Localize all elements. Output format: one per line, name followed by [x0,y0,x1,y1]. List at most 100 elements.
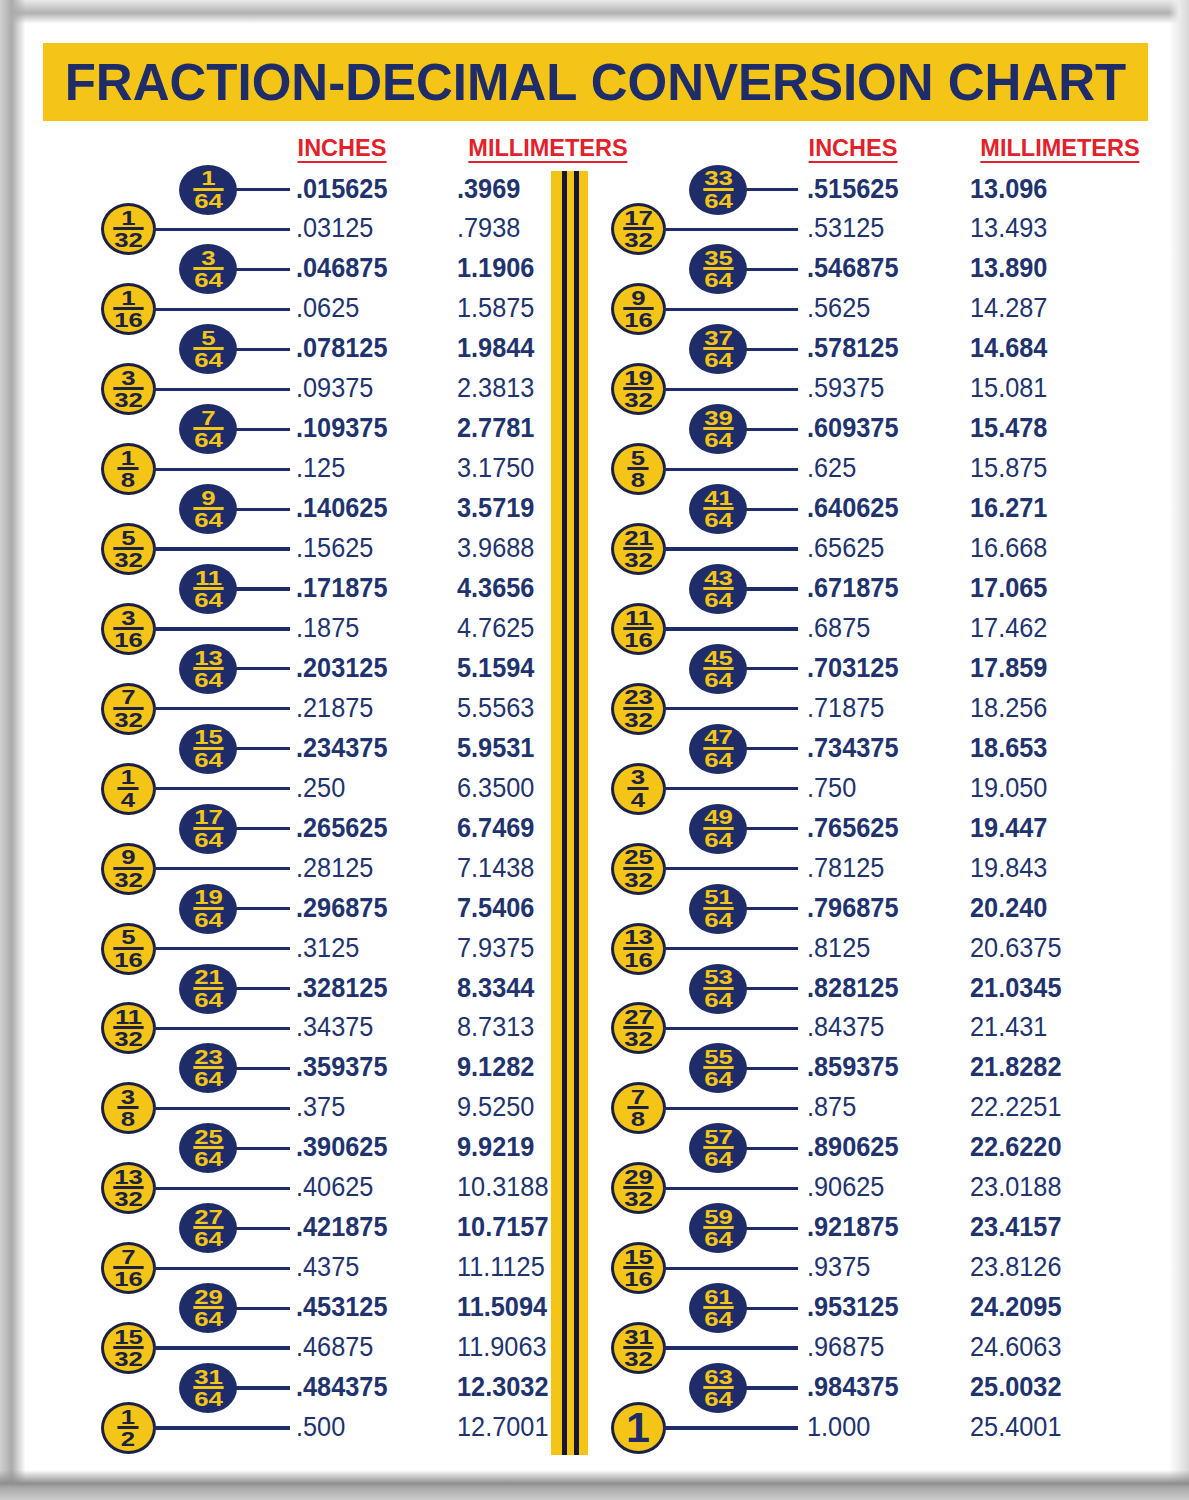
connector-line [744,987,798,990]
millimeters-value: 18.256 [970,692,1047,724]
fraction-numerator: 15 [113,1329,143,1345]
millimeters-value: 3.9688 [457,532,534,564]
fraction: 2964 [193,1289,223,1328]
fraction-denominator: 16 [113,952,143,968]
inches-value: .515625 [807,172,898,204]
millimeters-value: 16.271 [970,492,1047,524]
inches-value: .984375 [807,1371,898,1403]
fraction-numerator: 27 [623,1009,653,1025]
fraction-numerator: 57 [703,1129,733,1145]
fraction-numerator: 5 [627,450,648,466]
connector-line [234,827,290,830]
fraction-badge: 2932 [611,1162,666,1214]
connector-line [153,547,291,550]
connector-line [744,1147,798,1150]
millimeters-value: 14.287 [970,292,1047,324]
fraction-denominator: 32 [113,872,143,888]
millimeters-value: 21.431 [970,1011,1047,1043]
inches-value: .65625 [807,532,884,564]
inches-value: .234375 [296,732,387,764]
fraction-numerator: 27 [193,1209,223,1225]
fraction-numerator: 37 [703,330,733,346]
fraction-badge: 78 [611,1082,666,1134]
inches-value: .90625 [807,1171,884,1203]
connector-line [663,308,799,311]
fraction-badge-64ths: 2764 [179,1203,237,1253]
inches-value: .9375 [807,1251,870,1283]
connector-line [663,707,799,710]
fraction-numerator: 61 [703,1289,733,1305]
fraction-numerator: 29 [193,1289,223,1305]
connector-line [663,1027,799,1030]
inches-value: .390625 [296,1131,387,1163]
fraction-numerator: 9 [193,490,223,506]
fraction-badge-64ths: 4364 [689,564,747,614]
fraction-badge-64ths: 2164 [179,964,237,1014]
fraction-badge: 2532 [611,843,666,895]
fraction-numerator: 7 [193,410,223,426]
inches-value: .84375 [807,1011,884,1043]
fraction-numerator: 39 [703,410,733,426]
fraction: 4964 [703,809,733,848]
millimeters-value: 6.3500 [457,771,534,803]
inches-value: .421875 [296,1211,387,1243]
fraction-numerator: 13 [193,650,223,666]
fraction-numerator: 3 [193,250,223,266]
fraction: 58 [627,450,648,489]
fraction: 116 [113,290,143,329]
fraction-badge: 1532 [101,1322,156,1374]
connector-line [153,867,291,870]
fraction-denominator: 32 [113,712,143,728]
fraction-denominator: 32 [113,1191,143,1207]
fraction-badge-64ths: 2364 [179,1043,237,1093]
fraction: 12 [117,1409,138,1448]
fraction: 14 [117,769,138,808]
connector-line [234,1227,290,1230]
fraction-numerator: 31 [623,1329,653,1345]
fraction: 1532 [113,1329,143,1368]
connector-line [153,707,291,710]
fraction: 916 [623,290,653,329]
connector-line [153,787,291,790]
inches-value: .4375 [296,1251,359,1283]
connector-line [153,1346,291,1349]
connector-line [153,947,291,950]
fraction: 1516 [623,1249,653,1288]
connector-line [663,547,799,550]
connector-line [234,508,290,511]
fraction: 2364 [193,1049,223,1088]
connector-line [744,827,798,830]
inches-value: .40625 [296,1171,373,1203]
center-divider [551,171,588,1455]
inches-value: .359375 [296,1051,387,1083]
millimeters-value: 7.1438 [457,851,534,883]
connector-line [234,188,290,191]
fraction-denominator: 64 [193,672,223,688]
inches-value: .875 [807,1091,856,1123]
fraction-numerator: 43 [703,570,733,586]
connector-line [744,428,798,431]
connector-line [234,987,290,990]
fraction: 364 [193,250,223,289]
inches-value: .21875 [296,692,373,724]
fraction-numerator: 9 [623,290,653,306]
fraction: 38 [117,1089,138,1128]
fraction: 78 [627,1089,648,1128]
fraction-denominator: 64 [193,272,223,288]
connector-line [663,468,799,471]
fraction-badge-64ths: 2564 [179,1123,237,1173]
millimeters-value: 24.2095 [970,1291,1061,1323]
connector-line [744,1386,798,1389]
inches-value: .578125 [807,332,898,364]
fraction-badge: 58 [611,443,666,495]
fraction-badge: 14 [101,763,156,815]
inches-value: .015625 [296,172,387,204]
millimeters-value: 10.7157 [457,1211,548,1243]
fraction-numerator: 25 [193,1129,223,1145]
fraction-denominator: 32 [113,552,143,568]
millimeters-value: 1.1906 [457,252,534,284]
fraction-badge: 1932 [611,363,666,415]
fraction-badge: 732 [101,683,156,735]
fraction-numerator: 13 [113,1169,143,1185]
fraction: 2532 [623,849,653,888]
